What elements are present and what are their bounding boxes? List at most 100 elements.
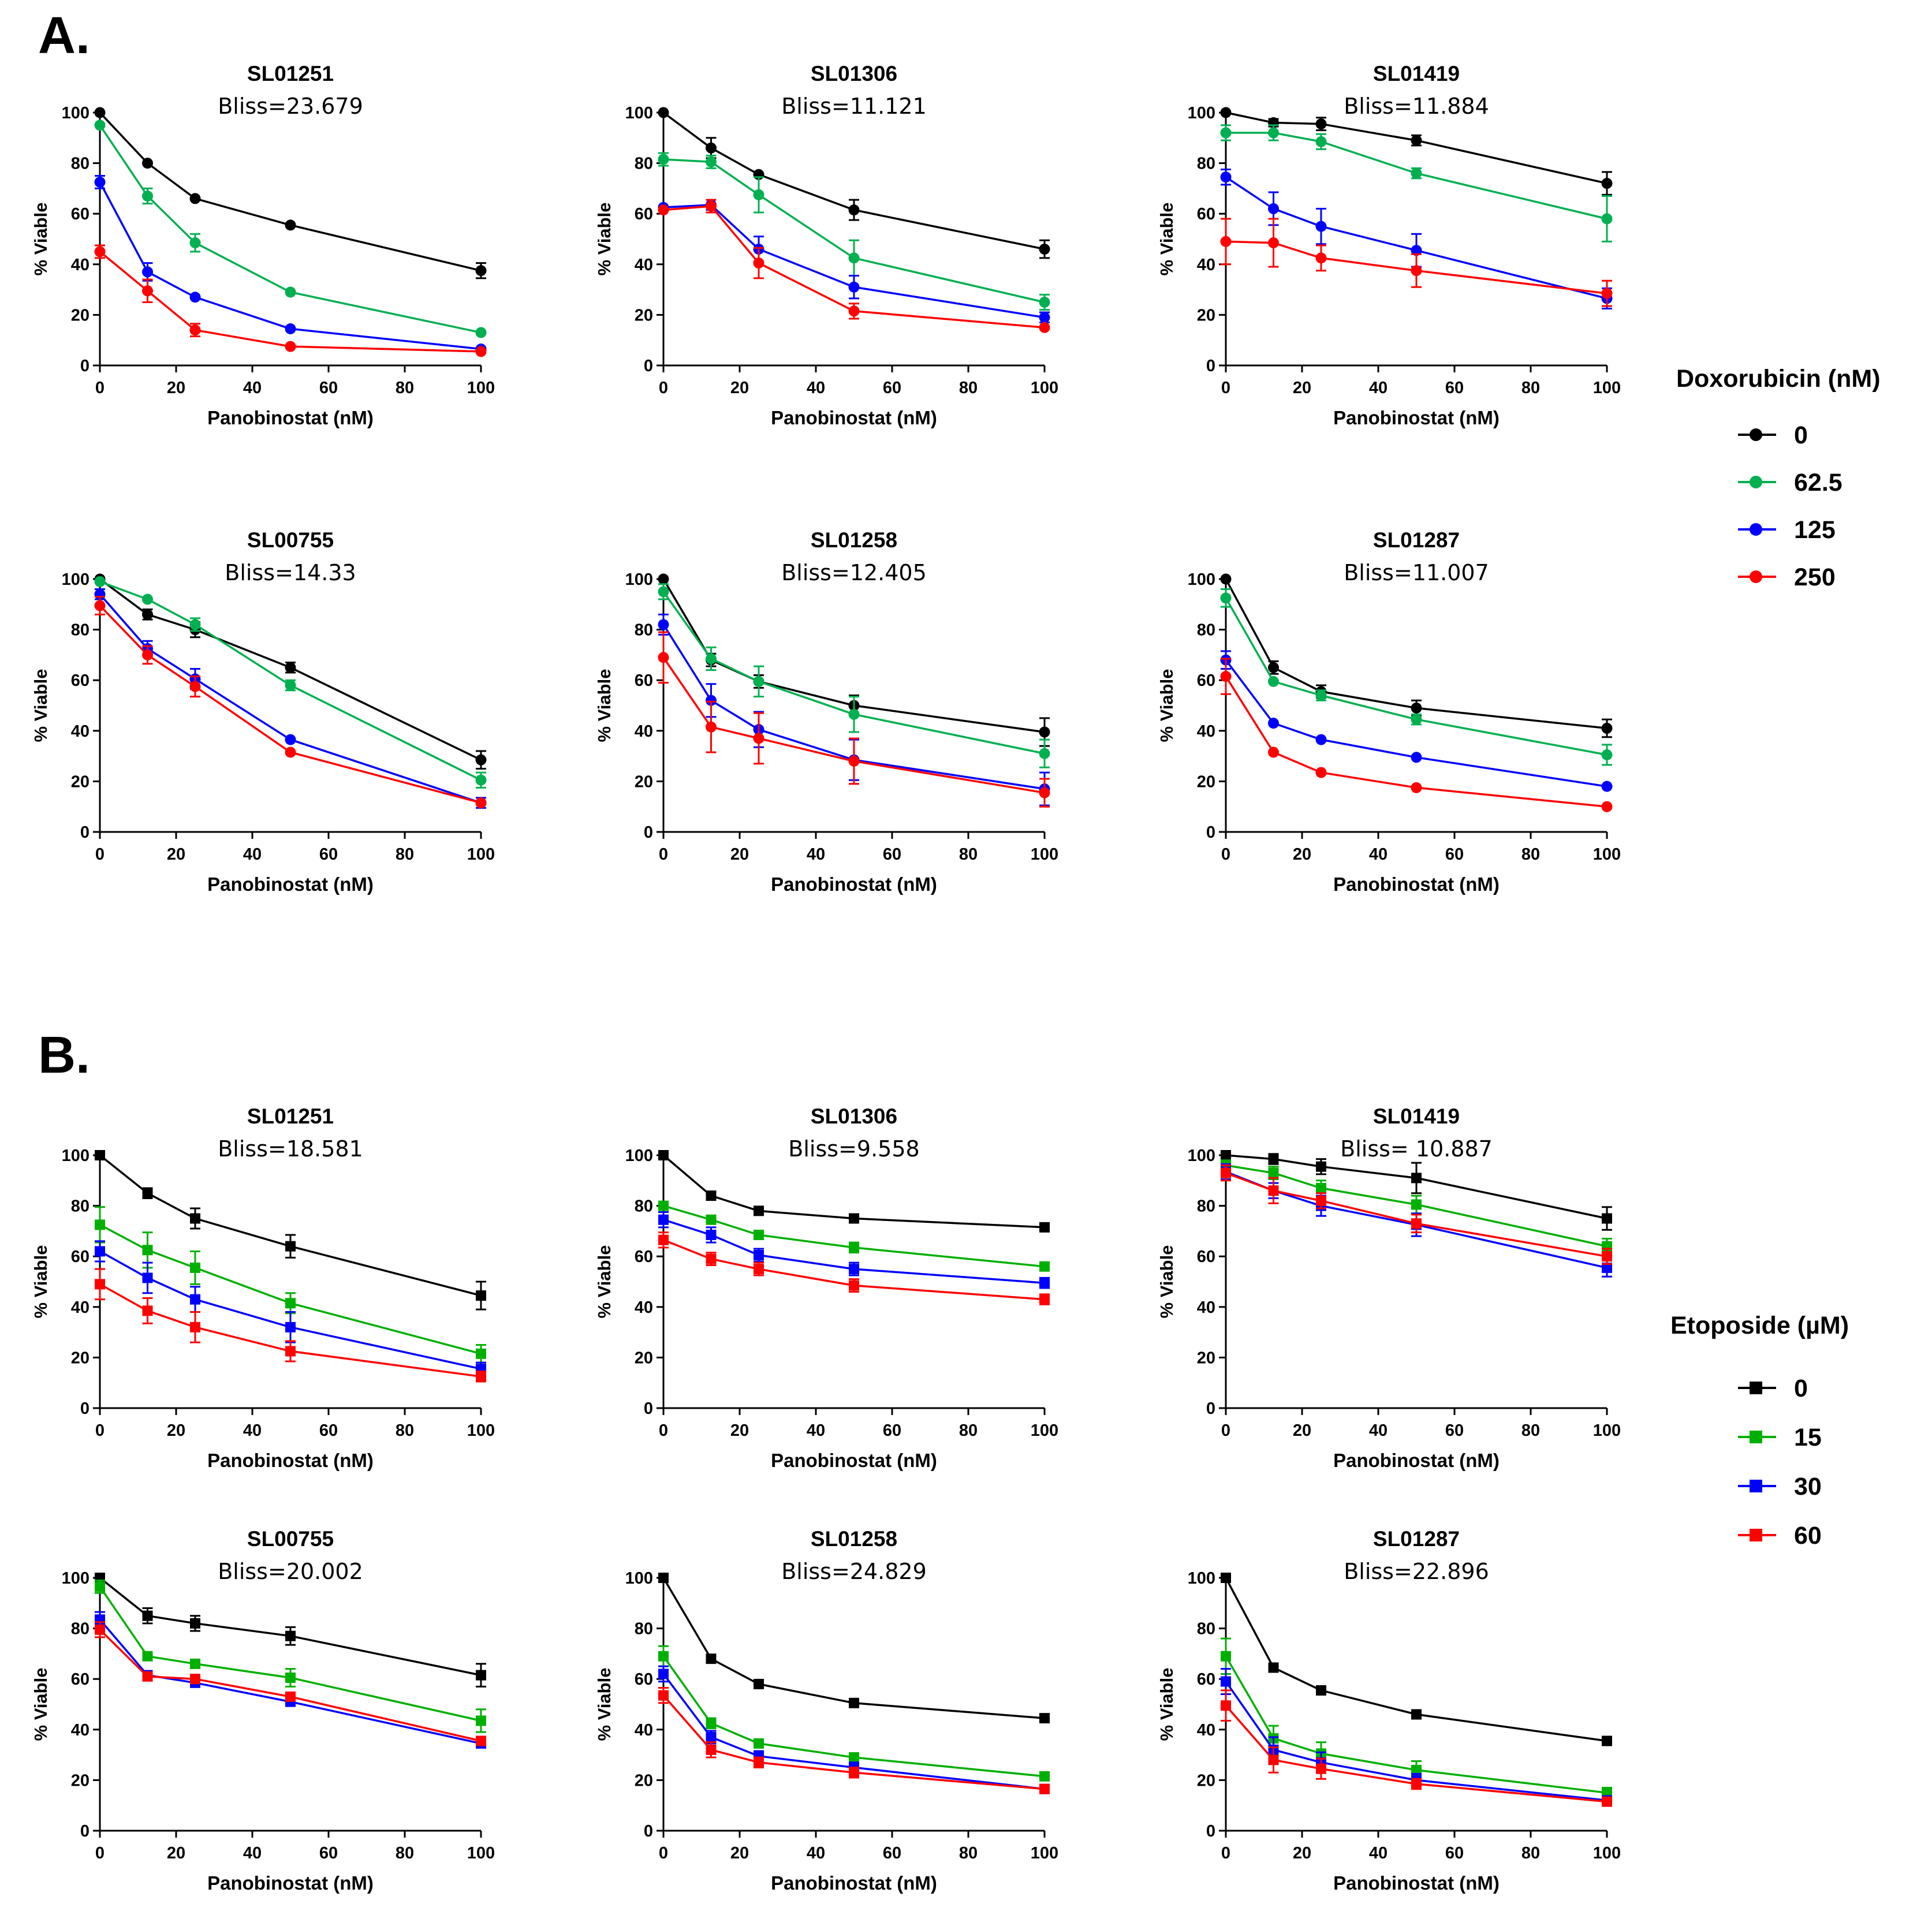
x-tick-label: 0 bbox=[95, 1421, 105, 1440]
data-point bbox=[706, 1653, 717, 1664]
data-point bbox=[142, 158, 153, 169]
section-a-label: A. bbox=[38, 7, 90, 65]
series-line bbox=[662, 1577, 1045, 1719]
x-axis-label: Panobinostat (nM) bbox=[207, 873, 374, 895]
data-point bbox=[1601, 801, 1613, 812]
data-point bbox=[658, 1150, 669, 1160]
y-tick-label: 20 bbox=[635, 1771, 653, 1790]
data-point bbox=[142, 593, 153, 605]
x-tick-label: 40 bbox=[1369, 1844, 1388, 1862]
data-point bbox=[190, 1658, 200, 1669]
data-point bbox=[1411, 782, 1422, 793]
chart-title: SL01287 bbox=[1373, 1527, 1460, 1551]
y-tick-label: 40 bbox=[71, 722, 89, 741]
legend-label: 60 bbox=[1794, 1522, 1822, 1550]
x-tick-label: 20 bbox=[1293, 379, 1311, 397]
x-axis-label: Panobinostat (nM) bbox=[771, 873, 937, 895]
data-point bbox=[142, 191, 153, 202]
series-60 bbox=[658, 1687, 1050, 1794]
x-tick-label: 20 bbox=[1293, 1421, 1311, 1440]
data-point bbox=[1268, 662, 1279, 673]
data-point bbox=[1316, 1195, 1326, 1206]
series-60 bbox=[1221, 1164, 1612, 1265]
x-tick-label: 80 bbox=[396, 845, 414, 864]
data-point bbox=[1602, 1213, 1612, 1224]
data-point bbox=[475, 797, 487, 809]
data-point bbox=[1039, 1713, 1050, 1724]
data-point bbox=[1315, 221, 1327, 232]
data-point bbox=[285, 323, 296, 334]
series-30 bbox=[95, 1240, 486, 1376]
y-tick-label: 60 bbox=[635, 1248, 653, 1266]
chart-panel-b-sl00755: SL00755 Bliss=20.002 0 20 40 60 80 100 0 20 40 60 80… bbox=[31, 1527, 495, 1894]
series-0 bbox=[94, 107, 487, 279]
x-tick-label: 100 bbox=[1593, 1844, 1621, 1862]
x-axis-label: Panobinostat (nM) bbox=[1333, 407, 1500, 428]
x-tick-label: 40 bbox=[1369, 379, 1388, 397]
data-point bbox=[849, 1280, 859, 1291]
data-point bbox=[190, 1294, 200, 1305]
x-axis-label: Panobinostat (nM) bbox=[1333, 873, 1500, 895]
x-tick-label: 40 bbox=[243, 845, 262, 864]
legend-label: 62.5 bbox=[1794, 469, 1843, 497]
y-tick-label: 100 bbox=[625, 1147, 653, 1165]
series-62.5 bbox=[94, 576, 487, 789]
data-point bbox=[658, 1690, 669, 1701]
series-0 bbox=[1220, 107, 1613, 196]
data-point bbox=[142, 1651, 153, 1662]
data-point bbox=[849, 1752, 859, 1763]
legend-label: 30 bbox=[1794, 1473, 1822, 1500]
chart-panel-a-sl01251: SL01251 Bliss=23.679 0 20 40 60 80 100 0 20 40 60 80… bbox=[31, 62, 495, 428]
data-point bbox=[706, 1190, 717, 1201]
series-30 bbox=[658, 1211, 1050, 1289]
data-point bbox=[753, 189, 764, 200]
data-point bbox=[1315, 734, 1327, 745]
y-tick-label: 60 bbox=[1197, 205, 1215, 223]
x-tick-label: 60 bbox=[1445, 1421, 1464, 1440]
x-tick-label: 20 bbox=[1293, 845, 1311, 864]
data-point bbox=[1268, 1154, 1279, 1164]
x-tick-label: 0 bbox=[95, 379, 105, 397]
data-point bbox=[285, 1673, 296, 1683]
data-point bbox=[706, 695, 717, 706]
x-tick-label: 60 bbox=[1445, 845, 1464, 864]
data-point bbox=[754, 1264, 764, 1275]
chart-panel-b-sl01306: SL01306 Bliss=9.558 0 20 40 60 80 100 0 20 40 60 80 1… bbox=[594, 1104, 1058, 1471]
y-tick-label: 100 bbox=[625, 1569, 653, 1588]
x-tick-label: 100 bbox=[1593, 845, 1621, 864]
x-tick-label: 40 bbox=[1369, 845, 1388, 864]
x-tick-label: 60 bbox=[883, 1844, 901, 1862]
x-tick-label: 80 bbox=[1521, 1421, 1540, 1440]
y-axis-label: % Viable bbox=[31, 669, 51, 742]
data-point bbox=[1268, 203, 1279, 214]
y-tick-label: 80 bbox=[71, 621, 89, 640]
x-axis-label: Panobinostat (nM) bbox=[771, 1872, 937, 1894]
y-tick-label: 60 bbox=[1197, 671, 1215, 690]
data-point bbox=[1315, 689, 1327, 701]
x-tick-label: 80 bbox=[959, 1421, 978, 1440]
chart-panel-a-sl01419: SL01419 Bliss=11.884 0 20 40 60 80 100 0 20 40 60 80… bbox=[1157, 62, 1621, 428]
y-tick-label: 20 bbox=[1197, 1771, 1215, 1790]
x-tick-label: 0 bbox=[659, 845, 668, 864]
legend-marker bbox=[1750, 523, 1762, 536]
y-tick-label: 80 bbox=[71, 1197, 89, 1216]
data-point bbox=[1039, 1278, 1050, 1289]
y-tick-label: 80 bbox=[635, 155, 653, 173]
data-point bbox=[190, 1618, 200, 1629]
data-point bbox=[476, 1670, 486, 1681]
y-tick-label: 80 bbox=[635, 621, 653, 640]
x-tick-label: 60 bbox=[883, 379, 901, 397]
legend-title: Doxorubicin (nM) bbox=[1676, 365, 1881, 393]
chart-title: SL00755 bbox=[247, 1527, 334, 1551]
data-point bbox=[754, 1757, 764, 1768]
chart-panel-a-sl01287: SL01287 Bliss=11.007 0 20 40 60 80 100 0 20 40 60 80… bbox=[1157, 528, 1621, 895]
legend-marker bbox=[1750, 1431, 1762, 1443]
x-tick-label: 60 bbox=[1445, 379, 1464, 397]
data-point bbox=[706, 1229, 717, 1240]
series-125 bbox=[94, 588, 487, 809]
y-tick-label: 80 bbox=[71, 1620, 89, 1638]
data-point bbox=[658, 1573, 669, 1583]
data-point bbox=[658, 1214, 669, 1225]
x-tick-label: 20 bbox=[730, 845, 749, 864]
